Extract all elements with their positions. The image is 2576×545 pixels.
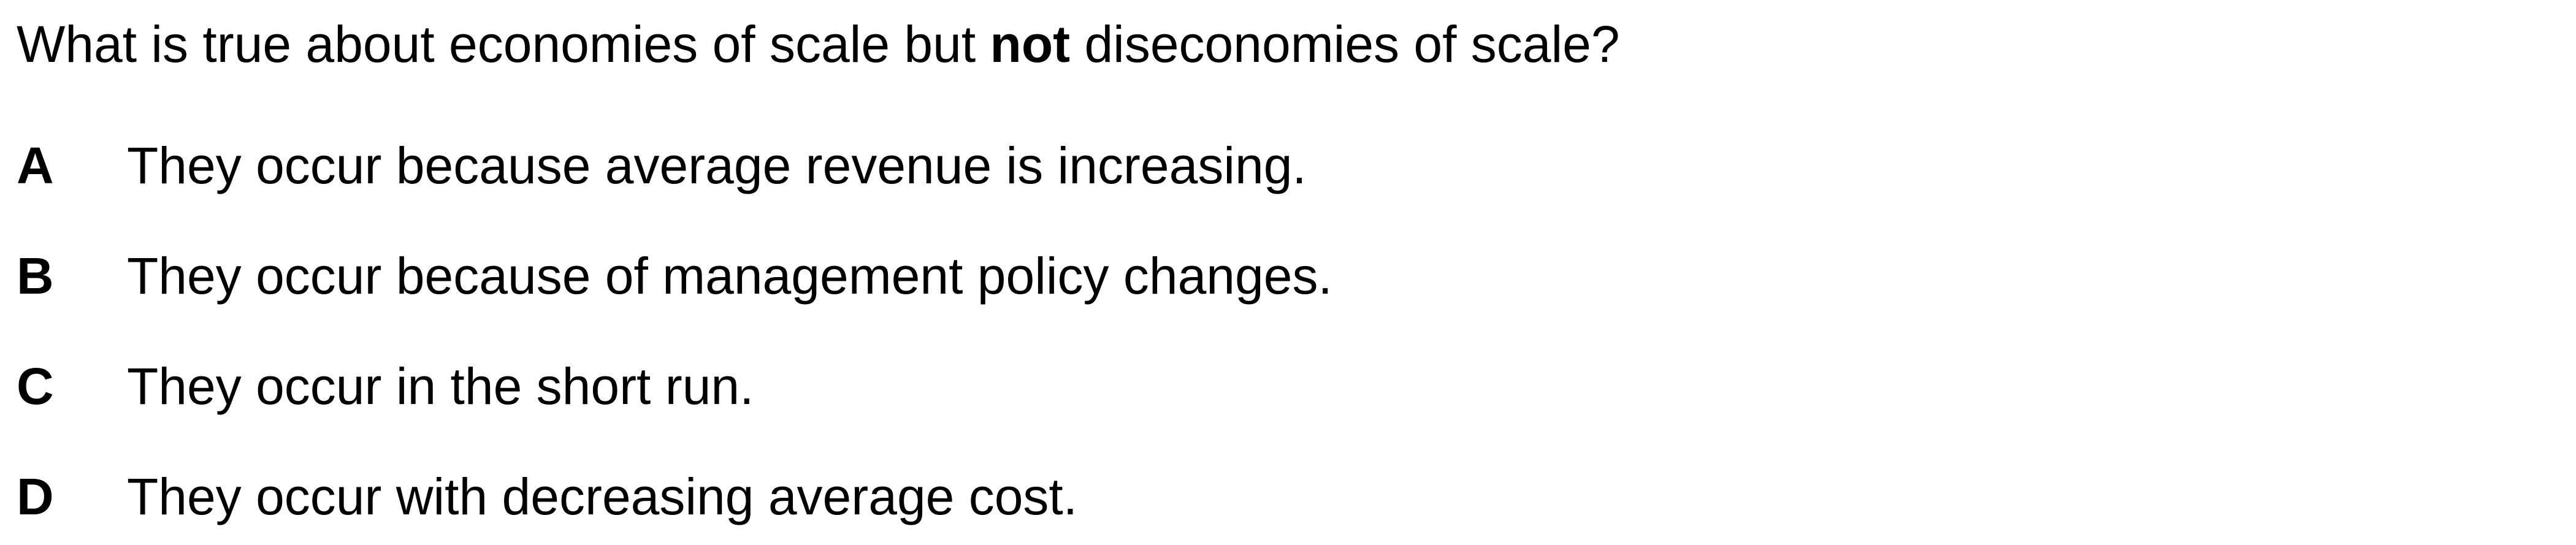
option-letter-c: C	[17, 357, 54, 415]
question-emphasis: not	[990, 15, 1071, 73]
question-stem: What is true about economies of scale bu…	[17, 7, 1620, 81]
option-letter-d: D	[17, 468, 54, 525]
question-prefix: What is true about economies of scale bu…	[17, 15, 990, 73]
option-text-d: They occur with decreasing average cost.	[127, 468, 1078, 525]
option-letter-a: A	[17, 137, 54, 194]
question-suffix: diseconomies of scale?	[1070, 15, 1620, 73]
option-text-c: They occur in the short run.	[127, 357, 754, 415]
option-text-a: They occur because average revenue is in…	[127, 137, 1307, 194]
option-text-b: They occur because of management policy …	[127, 247, 1332, 305]
option-letter-b: B	[17, 247, 54, 305]
